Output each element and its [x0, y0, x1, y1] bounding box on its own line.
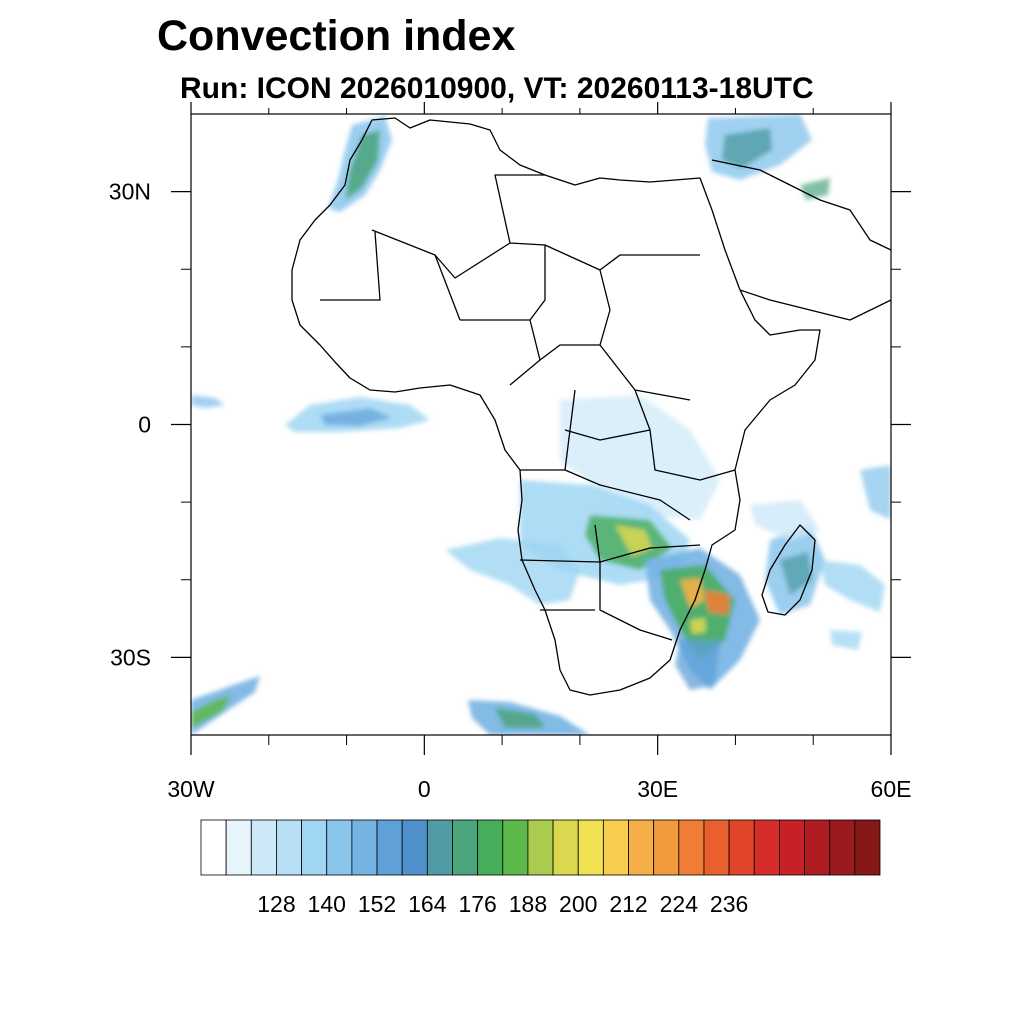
- arabia-coast: [711, 159, 891, 321]
- colorbar-swatch: [628, 819, 655, 876]
- shading-indian-ocean-east: [860, 465, 891, 520]
- colorbar-label: 212: [609, 891, 647, 917]
- y-tick-label: 30N: [109, 179, 151, 205]
- axis-ticks: [171, 102, 911, 755]
- colorbar-swatch: [678, 819, 705, 876]
- colorbar-swatch: [502, 819, 529, 876]
- border-lines: [320, 174, 736, 641]
- colorbar-label: 188: [509, 891, 547, 917]
- chart-subtitle: Run: ICON 2026010900, VT: 20260113-18UTC: [180, 72, 814, 105]
- colorbar-swatch: [452, 819, 479, 876]
- convection-field: [191, 114, 891, 735]
- colorbar-swatch: [401, 819, 428, 876]
- shading-angola-hot: [615, 525, 652, 556]
- colorbar-label: 176: [458, 891, 496, 917]
- shading-mozambique-hot1: [680, 578, 705, 608]
- colorbar-swatch: [527, 819, 554, 876]
- colorbar-label: 224: [660, 891, 699, 917]
- colorbar-swatch: [200, 819, 227, 876]
- y-axis-labels: 30N 0 30S: [109, 179, 151, 671]
- y-tick-label: 30S: [110, 644, 151, 670]
- colorbar-label: 164: [408, 891, 447, 917]
- colorbar-swatch: [250, 819, 277, 876]
- colorbar-label: 128: [257, 891, 295, 917]
- shading-arabian-sea: [800, 178, 830, 200]
- shading-west-atlantic: [191, 395, 225, 408]
- shading-indian-ocean: [820, 560, 885, 612]
- shading-east-med-core: [722, 128, 772, 168]
- shading-gulf-guinea-core: [320, 408, 392, 426]
- shading-indian-ocean-south: [830, 630, 862, 650]
- colorbar-swatch: [477, 819, 504, 876]
- colorbar-labels: 128 140 152 164 176 188 200 212 224 236: [257, 891, 748, 917]
- shading-south-atlantic-core: [495, 708, 545, 728]
- colorbar-swatch: [779, 819, 805, 876]
- shading-madagascar-core: [780, 552, 812, 595]
- colorbar-label: 236: [710, 891, 748, 917]
- x-tick-label: 30W: [167, 776, 215, 802]
- colorbar-swatch: [351, 819, 378, 876]
- colorbar-swatch: [577, 819, 604, 876]
- chart-title: Convection index: [157, 12, 516, 60]
- colorbar-swatch: [829, 819, 856, 876]
- colorbar-swatch: [276, 819, 302, 876]
- colorbar-label: 152: [358, 891, 396, 917]
- colorbar: [200, 819, 881, 876]
- colorbar-swatch: [753, 819, 780, 876]
- shading-mozambique-core: [660, 565, 735, 660]
- colorbar-swatch: [804, 819, 831, 876]
- madagascar-coast: [761, 524, 816, 616]
- colorbar-swatch: [301, 819, 328, 876]
- shading-mozambique-hot2: [705, 590, 730, 615]
- x-tick-label: 60E: [871, 776, 912, 802]
- colorbar-swatch: [326, 819, 353, 876]
- shading-nw-africa-core: [345, 130, 380, 200]
- colorbar-swatch: [854, 819, 881, 876]
- colorbar-label: 140: [308, 891, 346, 917]
- shading-namibia-band: [445, 538, 580, 605]
- colorbar-swatch: [653, 819, 680, 876]
- x-axis-labels: 30W 0 30E 60E: [167, 776, 911, 802]
- shading-south-africa-east: [675, 640, 720, 690]
- colorbar-label: 200: [559, 891, 597, 917]
- shading-indian-ocean-north: [750, 500, 820, 540]
- colorbar-swatch: [552, 819, 579, 876]
- colorbar-swatch: [602, 819, 629, 876]
- y-tick-label: 0: [138, 412, 151, 438]
- x-tick-label: 30E: [637, 776, 678, 802]
- shading-sw-corner-core: [191, 695, 232, 728]
- colorbar-swatch: [703, 819, 730, 876]
- colorbar-swatch: [376, 819, 403, 876]
- colorbar-swatch: [225, 819, 252, 876]
- shading-mozambique-hot3: [690, 618, 706, 634]
- coastlines-borders: [291, 117, 891, 696]
- africa-coastline: [291, 117, 821, 696]
- colorbar-swatch: [426, 819, 453, 876]
- x-tick-label: 0: [418, 776, 431, 802]
- colorbar-swatch: [728, 819, 755, 876]
